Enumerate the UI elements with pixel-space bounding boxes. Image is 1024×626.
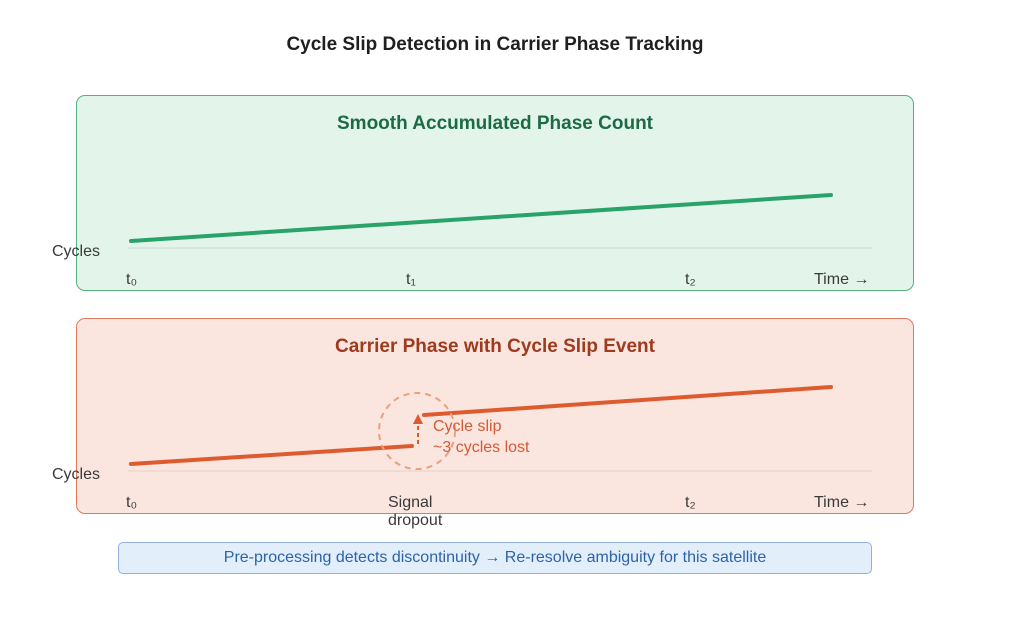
smooth-phase-line	[129, 193, 833, 243]
slip-label-line2: ~3 cycles lost	[433, 439, 530, 456]
smooth-phase-panel: Smooth Accumulated Phase Count	[76, 95, 914, 291]
top-tick-t2: t₂	[685, 271, 696, 288]
top-y-label: Cycles	[52, 243, 100, 260]
dropout-label-line2: dropout	[388, 512, 443, 529]
smooth-phase-panel-title: Smooth Accumulated Phase Count	[337, 113, 653, 134]
bottom-y-label: Cycles	[52, 466, 100, 483]
phase-segment-before-slip	[129, 444, 414, 466]
diagram-title: Cycle Slip Detection in Carrier Phase Tr…	[286, 34, 704, 55]
cycle-slip-panel: Carrier Phase with Cycle Slip Event	[76, 318, 914, 514]
slip-label-line1: Cycle slip	[433, 418, 502, 435]
top-time-label: Time →	[814, 271, 869, 288]
top-tick-t0: t₀	[126, 271, 137, 288]
slip-arrow-head	[413, 414, 423, 424]
conclusion-banner: Pre-processing detects discontinuity → R…	[118, 542, 872, 574]
slip-highlight-circle	[378, 392, 456, 470]
dropout-label-line1: Signal	[388, 494, 432, 511]
top-tick-t1: t₁	[406, 271, 416, 288]
bottom-time-label: Time →	[814, 494, 869, 511]
bottom-tick-t2: t₂	[685, 494, 696, 511]
phase-segment-after-slip	[422, 385, 833, 417]
bottom-tick-t0: t₀	[126, 494, 137, 511]
cycle-slip-panel-title: Carrier Phase with Cycle Slip Event	[335, 336, 655, 357]
